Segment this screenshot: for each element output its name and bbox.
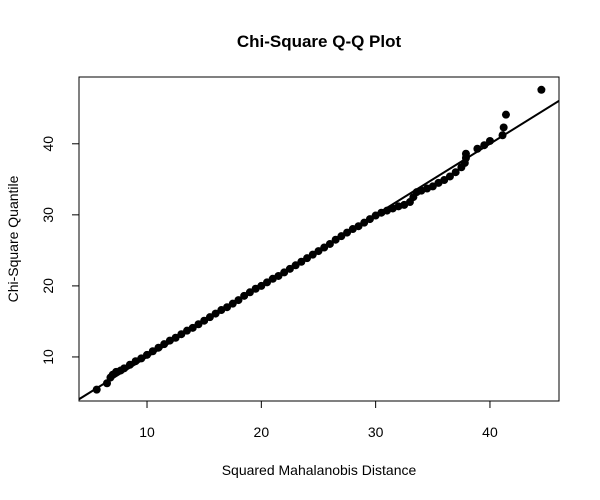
- point: [171, 333, 180, 342]
- point: [501, 110, 510, 119]
- point: [308, 250, 317, 259]
- point: [143, 350, 152, 359]
- point: [160, 340, 169, 349]
- point: [337, 232, 346, 241]
- point: [499, 123, 508, 132]
- point: [303, 254, 312, 263]
- point: [360, 218, 369, 227]
- point: [354, 222, 363, 231]
- point: [440, 176, 449, 185]
- point: [228, 299, 237, 308]
- x-axis-label: Squared Mahalanobis Distance: [222, 462, 417, 478]
- point: [200, 316, 209, 325]
- point: [154, 343, 163, 352]
- y-tick-label: 30: [40, 207, 56, 223]
- chart-title: Chi-Square Q-Q Plot: [237, 32, 402, 51]
- point: [314, 247, 323, 256]
- point: [137, 354, 146, 363]
- y-tick-label: 10: [40, 349, 56, 365]
- point: [331, 235, 340, 244]
- point: [365, 215, 374, 224]
- point: [280, 268, 289, 277]
- x-tick-label: 40: [482, 424, 498, 440]
- point: [297, 257, 306, 266]
- point: [223, 303, 232, 312]
- point: [211, 309, 220, 318]
- point: [473, 144, 482, 153]
- point: [125, 360, 134, 369]
- point: [205, 313, 214, 322]
- point: [245, 288, 254, 297]
- point: [188, 323, 197, 332]
- point: [194, 320, 203, 329]
- point: [92, 385, 101, 394]
- x-tick-label: 30: [368, 424, 384, 440]
- point: [451, 168, 460, 177]
- point: [485, 136, 494, 145]
- point: [234, 296, 243, 305]
- point: [537, 85, 546, 94]
- point: [320, 243, 329, 252]
- point: [285, 264, 294, 273]
- point: [291, 261, 300, 270]
- point: [445, 172, 454, 181]
- y-tick-label: 20: [40, 278, 56, 294]
- x-tick-label: 20: [254, 424, 270, 440]
- point: [274, 271, 283, 280]
- point: [428, 182, 437, 191]
- point: [120, 364, 129, 373]
- point: [263, 278, 272, 287]
- x-tick-label: 10: [139, 424, 155, 440]
- point: [461, 149, 470, 158]
- point: [480, 141, 489, 150]
- point: [148, 347, 157, 356]
- point: [177, 330, 186, 339]
- point: [257, 281, 266, 290]
- point: [343, 228, 352, 237]
- point: [325, 239, 334, 248]
- y-tick-label: 40: [40, 136, 56, 152]
- point: [498, 131, 507, 140]
- point: [240, 291, 249, 300]
- y-axis-label: Chi-Square Quantile: [5, 175, 21, 302]
